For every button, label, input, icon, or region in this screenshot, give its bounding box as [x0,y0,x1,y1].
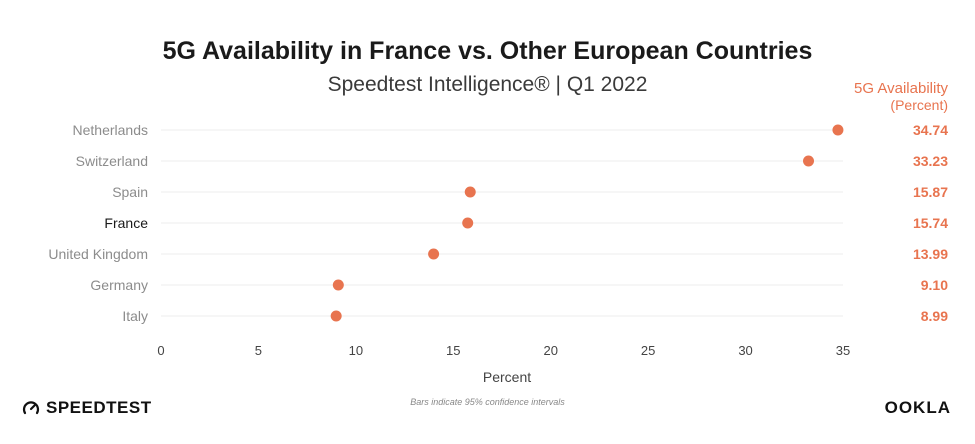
value-label: 9.10 [921,277,948,293]
x-tick-label: 0 [157,343,164,358]
data-point [832,124,844,136]
value-label: 33.23 [913,153,948,169]
category-label: France [104,215,148,231]
value-column-header: 5G Availability (Percent) [854,80,948,114]
value-label: 13.99 [913,246,948,262]
data-point [464,186,476,198]
category-label: United Kingdom [48,246,148,262]
speedtest-wordmark: SPEEDTEST [46,398,152,417]
value-label: 8.99 [921,308,948,324]
value-column-unit: (Percent) [890,97,948,113]
speedometer-icon [22,401,40,415]
x-tick-label: 5 [255,343,262,358]
x-tick-label: 30 [738,343,752,358]
category-label: Switzerland [76,153,148,169]
category-label: Italy [122,308,148,324]
x-tick-label: 10 [349,343,363,358]
x-tick-label: 25 [641,343,655,358]
ookla-logo: OOKLA [884,398,951,417]
category-label: Spain [112,184,148,200]
value-column-title: 5G Availability [854,80,948,97]
x-tick-label: 35 [836,343,850,358]
x-tick-label: 15 [446,343,460,358]
value-label: 15.87 [913,184,948,200]
footnote: Bars indicate 95% confidence intervals [410,397,565,407]
chart-title: 5G Availability in France vs. Other Euro… [162,37,813,65]
chart-subtitle: Speedtest Intelligence® | Q1 2022 [327,73,648,96]
x-tick-label: 20 [543,343,557,358]
data-point [462,217,474,229]
value-label: 34.74 [913,122,948,138]
category-label: Germany [90,277,148,293]
speedtest-logo: SPEEDTEST [22,398,152,418]
category-label: Netherlands [73,122,149,138]
value-label: 15.74 [913,215,948,231]
data-point [332,279,344,291]
data-point [330,310,342,322]
data-point [803,155,815,167]
x-axis-title: Percent [483,369,531,385]
data-point [428,248,440,260]
